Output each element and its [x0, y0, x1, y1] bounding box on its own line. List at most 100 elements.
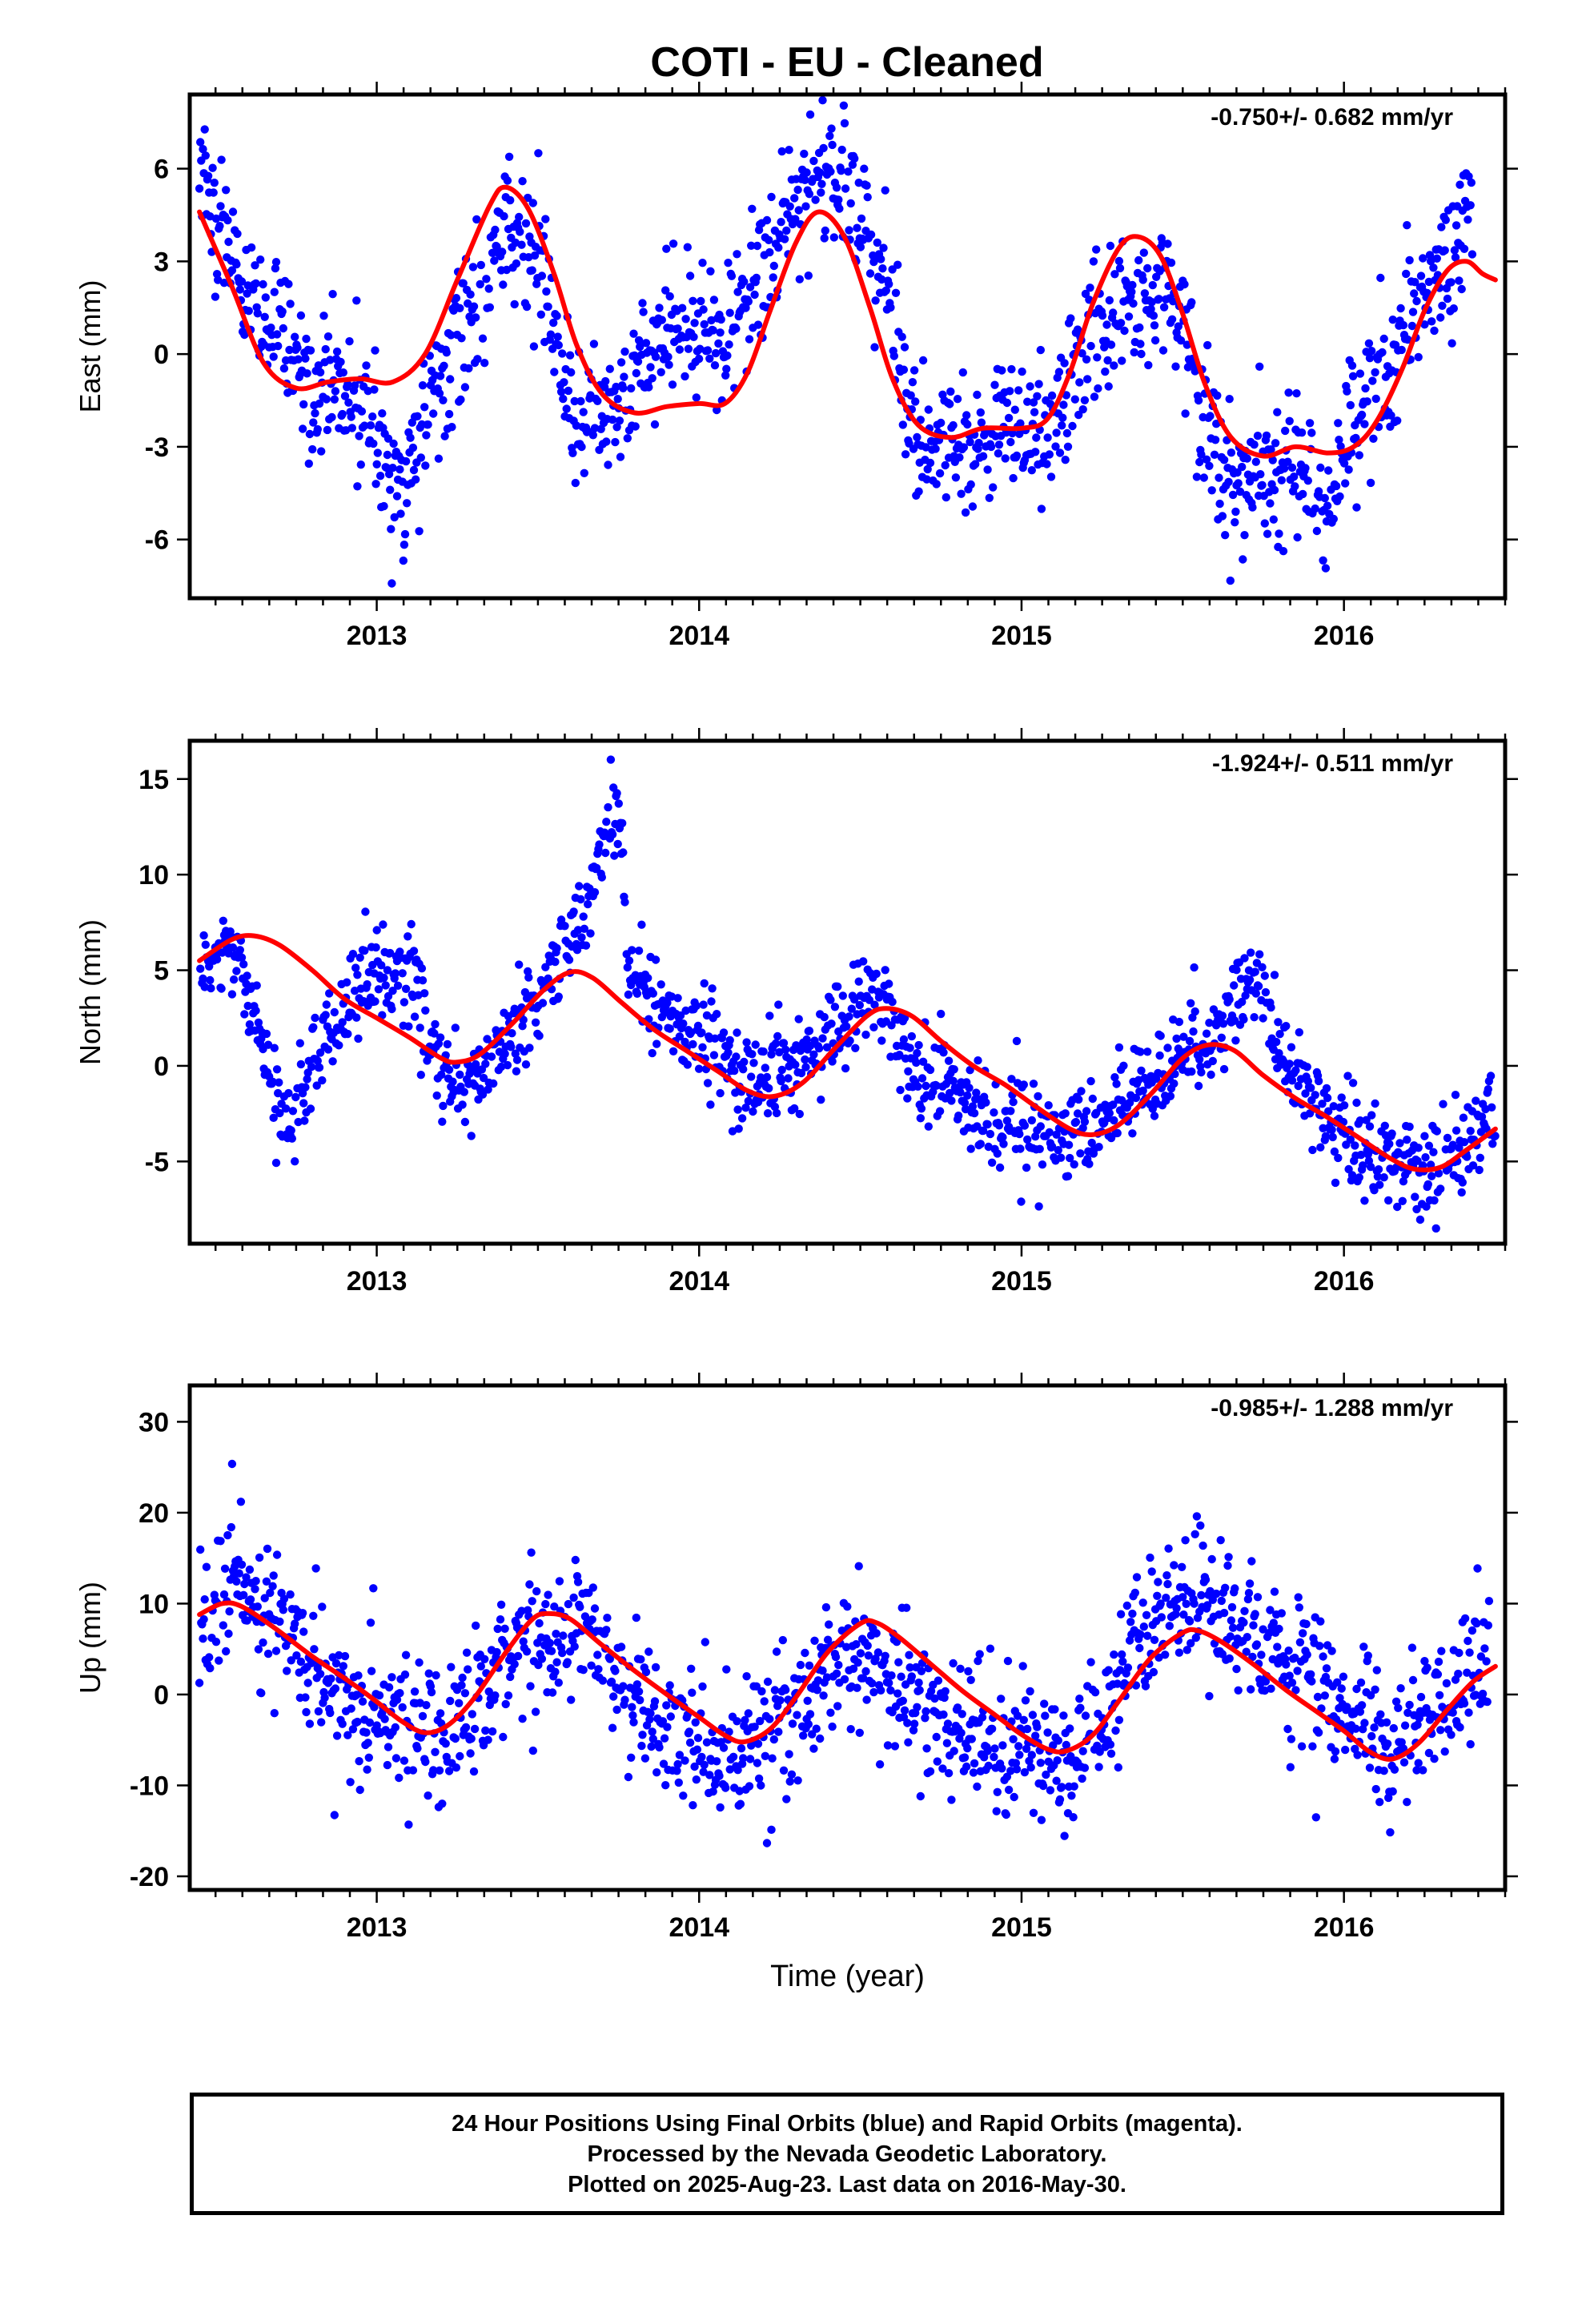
data-point: [299, 1627, 308, 1636]
data-point: [537, 1655, 547, 1663]
data-point: [853, 223, 861, 232]
data-point: [1477, 1112, 1487, 1121]
data-point: [491, 225, 500, 235]
x-tick-label: 2015: [991, 1912, 1052, 1943]
data-point: [484, 1735, 492, 1744]
data-point: [328, 290, 337, 299]
data-point: [1051, 442, 1060, 451]
data-point: [898, 420, 908, 429]
data-point: [963, 1743, 972, 1753]
data-point: [840, 119, 849, 128]
data-point: [1386, 1827, 1395, 1837]
data-point: [1034, 1092, 1042, 1101]
data-point: [1484, 1085, 1493, 1094]
data-point: [558, 349, 567, 358]
data-point: [404, 932, 412, 941]
data-point: [286, 1590, 295, 1599]
data-point: [1464, 1636, 1472, 1646]
data-point: [379, 920, 387, 929]
data-point: [327, 412, 336, 422]
data-point: [706, 267, 715, 275]
data-point: [1066, 1724, 1074, 1733]
data-point: [481, 1726, 490, 1735]
data-point: [390, 513, 399, 522]
data-point: [560, 922, 569, 931]
data-point: [805, 1661, 814, 1670]
data-point: [219, 1621, 227, 1630]
data-point: [1256, 470, 1265, 479]
data-point: [1150, 1635, 1159, 1644]
data-point: [753, 241, 762, 251]
data-point: [1182, 1646, 1192, 1655]
data-point: [1217, 1596, 1227, 1606]
data-point: [1196, 1521, 1205, 1530]
data-point: [841, 1063, 850, 1073]
data-point: [446, 375, 455, 384]
data-point: [199, 974, 207, 983]
data-point: [1259, 1014, 1267, 1023]
data-point: [391, 969, 400, 978]
data-point: [1293, 533, 1302, 542]
data-point: [725, 340, 733, 349]
data-point: [632, 1680, 642, 1689]
data-point: [255, 1553, 264, 1562]
data-point: [913, 1048, 921, 1058]
data-point: [1359, 1642, 1368, 1651]
data-point: [1078, 349, 1086, 358]
data-point: [228, 943, 238, 952]
data-point: [1073, 1109, 1082, 1118]
data-points: [195, 96, 1477, 588]
data-point: [612, 1705, 621, 1715]
data-point: [921, 1707, 930, 1716]
data-point: [958, 1710, 966, 1719]
data-point: [905, 1663, 914, 1672]
data-point: [1016, 1144, 1025, 1153]
data-point: [236, 1498, 246, 1506]
data-point: [1045, 1128, 1054, 1137]
data-point: [1356, 1150, 1366, 1160]
data-point: [899, 365, 909, 374]
data-point: [1162, 1571, 1171, 1580]
data-point: [940, 1693, 949, 1703]
data-point: [377, 961, 386, 970]
data-point: [974, 438, 983, 448]
rate-annotation: -0.985+/- 1.288 mm/yr: [1211, 1395, 1453, 1421]
data-point: [1042, 460, 1051, 468]
x-tick-label: 2014: [669, 621, 729, 651]
data-point: [400, 998, 409, 1007]
data-point: [484, 284, 493, 293]
data-point: [579, 912, 588, 921]
data-point: [785, 1750, 793, 1759]
data-point: [1147, 1567, 1156, 1576]
data-point: [1031, 1132, 1040, 1141]
data-point: [883, 1741, 893, 1750]
data-point: [1248, 1652, 1257, 1662]
data-point: [506, 195, 515, 205]
data-point: [506, 1672, 515, 1682]
data-point: [768, 1754, 777, 1763]
data-point: [788, 1719, 797, 1728]
data-point: [251, 261, 259, 270]
data-point: [809, 1050, 818, 1059]
data-point: [660, 1734, 669, 1743]
data-point: [1393, 1202, 1402, 1212]
data-point: [825, 1620, 833, 1629]
data-point: [690, 1762, 699, 1771]
data-point: [1447, 339, 1456, 348]
data-point: [803, 1696, 812, 1705]
data-point: [1006, 1107, 1015, 1116]
data-point: [1017, 1197, 1026, 1206]
data-point: [1371, 1685, 1379, 1694]
data-point: [283, 1667, 291, 1675]
rate-annotation: -1.924+/- 0.511 mm/yr: [1212, 750, 1453, 777]
data-point: [689, 1801, 697, 1810]
data-point: [1219, 1019, 1228, 1028]
data-point: [1038, 1160, 1047, 1169]
data-point: [447, 1663, 456, 1671]
data-point: [970, 1759, 979, 1768]
data-point: [1137, 349, 1146, 359]
data-point: [573, 1578, 583, 1586]
data-point: [1207, 1554, 1216, 1564]
data-point: [374, 985, 383, 994]
data-point: [1023, 397, 1032, 406]
